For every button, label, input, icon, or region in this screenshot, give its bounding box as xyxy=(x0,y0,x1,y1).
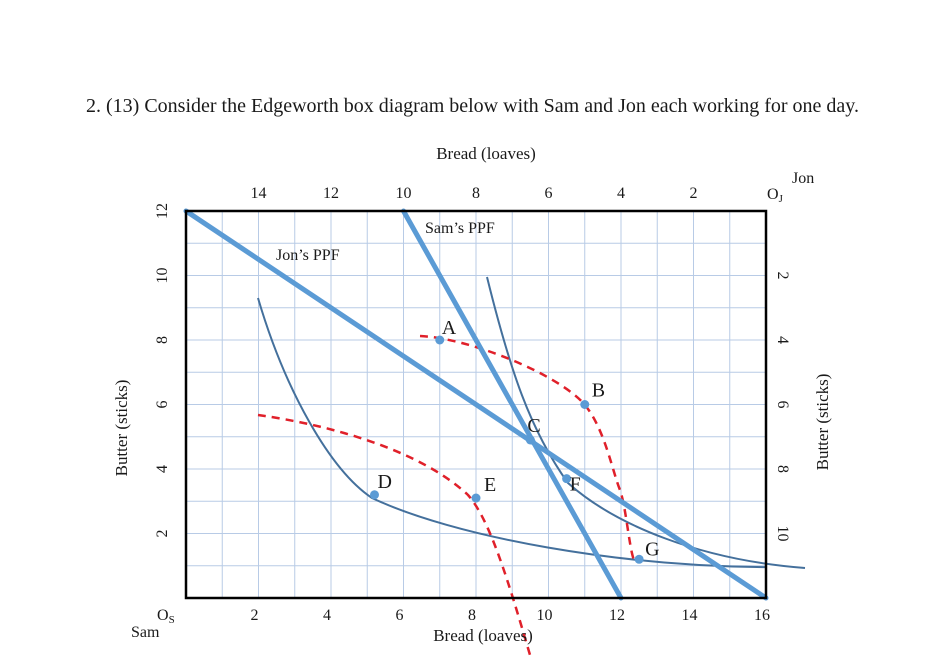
edgeworth-box-frame xyxy=(184,209,768,600)
left-tick-label: 2 xyxy=(154,530,171,538)
point-g-marker xyxy=(634,554,644,564)
top-tick-label: 2 xyxy=(690,185,698,202)
top-tick-label: 10 xyxy=(396,185,412,202)
top-tick-label: 14 xyxy=(251,185,267,202)
point-c-marker xyxy=(525,435,535,445)
sam-origin-label: OS xyxy=(157,607,175,626)
sam-ppf-line xyxy=(401,208,624,601)
lower-frontier-dashed xyxy=(257,413,532,656)
upper-frontier-dashed xyxy=(419,334,637,565)
point-d-marker xyxy=(370,490,379,500)
bottom-tick-label: 16 xyxy=(754,607,770,624)
right-tick-label: 2 xyxy=(774,272,791,280)
point-c-label: C xyxy=(527,415,540,437)
left-tick-label: 12 xyxy=(154,203,171,219)
sam-indifference-curve xyxy=(257,297,766,569)
point-e-label: E xyxy=(484,474,496,496)
bottom-tick-label: 10 xyxy=(537,607,553,624)
point-b-label: B xyxy=(592,380,605,402)
point-g-label: G xyxy=(645,538,659,560)
bottom-tick-label: 4 xyxy=(323,607,331,624)
right-axis-title: Butter (sticks) xyxy=(813,374,832,471)
jon-ppf-line xyxy=(183,208,769,601)
bottom-tick-label: 8 xyxy=(468,607,476,624)
top-tick-label: 12 xyxy=(323,185,339,202)
jon-indifference-curve xyxy=(486,276,806,569)
sam-name-label: Sam xyxy=(131,624,160,641)
point-b-marker xyxy=(580,400,590,409)
point-f-label: F xyxy=(570,474,581,496)
left-tick-label: 6 xyxy=(154,401,171,409)
sam-ppf-label: Sam’s PPF xyxy=(425,220,495,237)
point-e-marker xyxy=(471,493,481,503)
point-a-marker xyxy=(435,335,445,345)
bottom-tick-label: 14 xyxy=(682,607,698,624)
point-f-marker xyxy=(562,474,572,484)
right-tick-label: 6 xyxy=(774,401,791,409)
left-tick-label: 8 xyxy=(154,336,171,344)
jon-name-label: Jon xyxy=(792,170,814,187)
top-axis-title: Bread (loaves) xyxy=(436,144,536,163)
bottom-tick-label: 6 xyxy=(396,607,404,624)
left-tick-label: 10 xyxy=(154,268,171,284)
point-a-label: A xyxy=(442,317,457,339)
point-d-label: D xyxy=(378,471,392,493)
right-tick-label: 8 xyxy=(774,465,791,473)
top-tick-label: 8 xyxy=(472,185,480,202)
left-tick-label: 4 xyxy=(154,465,171,473)
top-tick-label: 4 xyxy=(617,185,625,202)
left-axis-title: Butter (sticks) xyxy=(112,380,131,477)
jon-origin-label: OJ xyxy=(767,186,784,205)
right-tick-label: 4 xyxy=(774,336,791,344)
bottom-tick-label: 2 xyxy=(251,607,259,624)
jon-ppf-label: Jon’s PPF xyxy=(276,247,340,264)
bottom-axis-title: Bread (loaves) xyxy=(433,626,533,645)
right-tick-label: 10 xyxy=(774,526,791,542)
question-text: 2. (13) Consider the Edgeworth box diagr… xyxy=(86,95,859,117)
top-tick-label: 6 xyxy=(545,185,553,202)
bottom-tick-label: 12 xyxy=(609,607,625,624)
